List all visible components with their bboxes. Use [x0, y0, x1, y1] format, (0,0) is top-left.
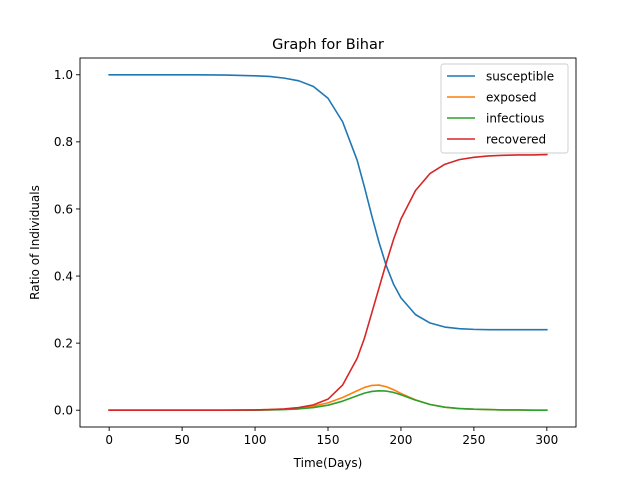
- legend-label-infectious: infectious: [486, 111, 544, 125]
- legend: susceptible exposed infectious recovered: [440, 63, 569, 154]
- legend-frame: [440, 63, 569, 154]
- x-tick-label: 250: [462, 433, 485, 447]
- y-tick-label: 0.8: [54, 135, 73, 149]
- y-tick-label: 0.0: [54, 404, 73, 418]
- x-axis-label: Time(Days): [293, 456, 363, 470]
- x-tick-label: 150: [317, 433, 340, 447]
- x-tick-label: 100: [244, 433, 267, 447]
- x-tick-label: 200: [389, 433, 412, 447]
- y-axis-label: Ratio of Individuals: [28, 185, 42, 300]
- x-tick-label: 0: [105, 433, 113, 447]
- y-tick-label: 0.4: [54, 269, 73, 283]
- x-axis-ticks: 0 50 100 150 200 250 300: [105, 427, 558, 447]
- series-line-susceptible: [108, 73, 548, 331]
- x-tick-label: 300: [535, 433, 558, 447]
- y-tick-label: 0.2: [54, 336, 73, 350]
- y-axis-ticks: 0.0 0.2 0.4 0.6 0.8 1.0: [54, 68, 80, 418]
- x-tick-label: 50: [174, 433, 189, 447]
- series-layer: [108, 73, 548, 412]
- legend-label-exposed: exposed: [486, 90, 536, 104]
- legend-label-susceptible: susceptible: [486, 69, 554, 83]
- chart-title: Graph for Bihar: [272, 37, 384, 53]
- y-tick-label: 1.0: [54, 68, 73, 82]
- series-line-recovered: [108, 153, 548, 412]
- legend-label-recovered: recovered: [486, 132, 546, 146]
- y-tick-label: 0.6: [54, 202, 73, 216]
